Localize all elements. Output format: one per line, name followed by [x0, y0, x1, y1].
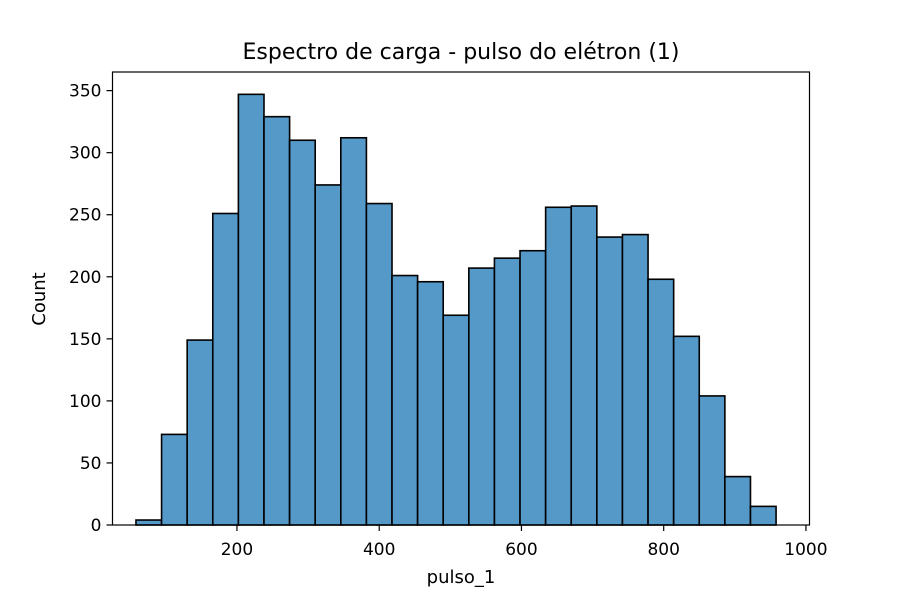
histogram-bar	[263, 115, 291, 526]
y-tick-label: 200	[69, 268, 101, 288]
x-tick-label: 800	[647, 540, 679, 560]
chart-title: Espectro de carga - pulso do elétron (1)	[243, 40, 680, 65]
y-tick-label: 100	[69, 392, 101, 412]
bars-group	[135, 93, 777, 526]
histogram-bar	[135, 519, 163, 526]
histogram-bar	[698, 395, 726, 526]
histogram-bar	[314, 184, 342, 526]
y-axis-label: Count	[29, 272, 50, 325]
histogram-bar	[186, 339, 214, 526]
histogram-bar	[237, 93, 265, 526]
x-axis-ticks: 200 400 600 800 1000	[221, 525, 828, 560]
histogram-bar	[596, 236, 624, 526]
histogram-bar	[519, 249, 547, 526]
x-tick-label: 200	[221, 540, 253, 560]
histogram-bar	[365, 202, 393, 526]
histogram-bar	[211, 212, 240, 526]
x-axis-label: pulso_1	[427, 567, 496, 588]
histogram-bar	[570, 205, 598, 526]
histogram-bar	[288, 139, 316, 526]
histogram-bar	[391, 274, 419, 526]
histogram-bar	[416, 280, 445, 526]
histogram-bar	[749, 505, 777, 526]
plot-frame	[111, 71, 811, 526]
x-tick-label: 400	[363, 540, 395, 560]
y-tick-label: 350	[69, 82, 101, 102]
histogram-bar	[724, 475, 752, 526]
histogram-bar	[621, 233, 649, 526]
y-tick-label: 250	[69, 206, 101, 226]
histogram-bar	[468, 267, 496, 526]
y-tick-label: 0	[91, 516, 102, 536]
histogram-bar	[672, 335, 701, 526]
histogram-bar	[442, 314, 470, 526]
x-tick-label: 600	[505, 540, 537, 560]
x-tick-label: 1000	[784, 540, 827, 560]
histogram-bar	[160, 433, 188, 526]
histogram-bar	[647, 278, 675, 526]
histogram-bar	[493, 257, 521, 526]
y-tick-label: 150	[69, 330, 101, 350]
histogram-bar	[340, 136, 368, 526]
y-tick-label: 50	[80, 454, 102, 474]
y-axis-ticks: 0 50 100 150 200 250 300 350	[69, 82, 113, 536]
histogram-bar	[544, 206, 573, 526]
y-tick-label: 300	[69, 144, 101, 164]
